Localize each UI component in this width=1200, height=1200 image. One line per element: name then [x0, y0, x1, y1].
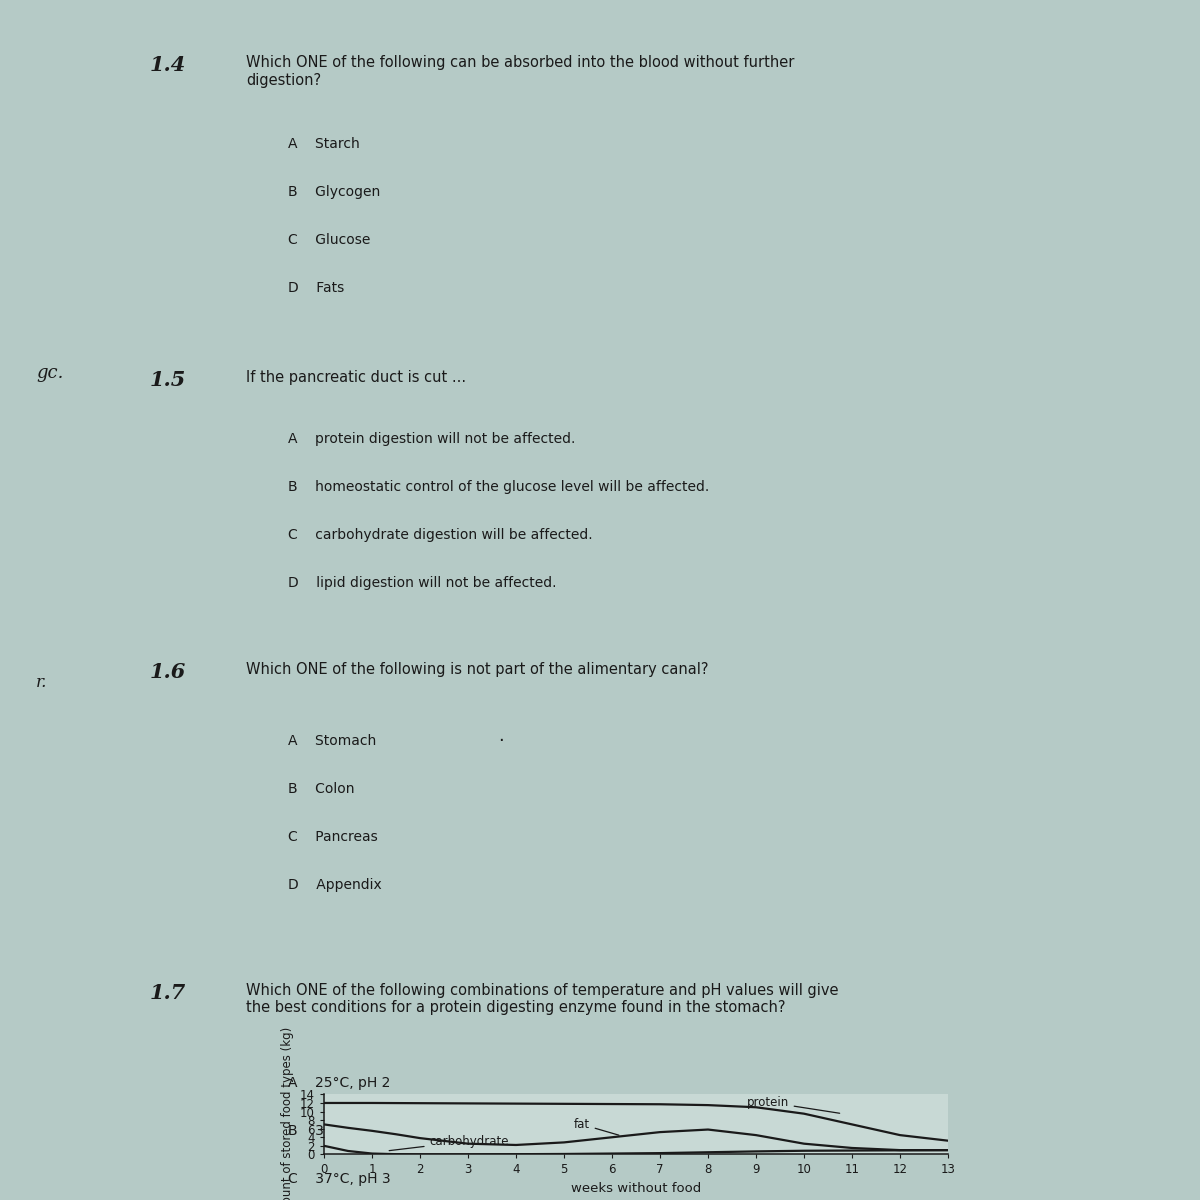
Text: Which ONE of the following can be absorbed into the blood without further
digest: Which ONE of the following can be absorb… — [246, 55, 794, 88]
Text: D    Fats: D Fats — [288, 281, 344, 295]
Text: A    25°C, pH 2: A 25°C, pH 2 — [288, 1076, 390, 1091]
Text: 1.7: 1.7 — [150, 983, 186, 1003]
Text: A    protein digestion will not be affected.: A protein digestion will not be affected… — [288, 432, 575, 446]
Text: D    lipid digestion will not be affected.: D lipid digestion will not be affected. — [288, 576, 557, 590]
Text: fat: fat — [574, 1118, 619, 1135]
Text: 1.5: 1.5 — [150, 370, 186, 390]
Text: B    30°C, pH 5: B 30°C, pH 5 — [288, 1124, 390, 1139]
Y-axis label: amount of stored food types (kg): amount of stored food types (kg) — [282, 1027, 294, 1200]
Text: B    Glycogen: B Glycogen — [288, 185, 380, 199]
Text: If the pancreatic duct is cut ...: If the pancreatic duct is cut ... — [246, 370, 466, 385]
Text: A    Stomach: A Stomach — [288, 734, 377, 749]
Text: carbohydrate: carbohydrate — [389, 1134, 509, 1151]
Text: 1.4: 1.4 — [150, 55, 186, 76]
Text: C    Glucose: C Glucose — [288, 233, 371, 247]
Text: B    homeostatic control of the glucose level will be affected.: B homeostatic control of the glucose lev… — [288, 480, 709, 494]
Text: r.: r. — [36, 674, 47, 691]
Text: C    Pancreas: C Pancreas — [288, 830, 378, 845]
Text: Which ONE of the following combinations of temperature and pH values will give
t: Which ONE of the following combinations … — [246, 983, 839, 1015]
Text: protein: protein — [746, 1096, 840, 1114]
Text: Which ONE of the following is not part of the alimentary canal?: Which ONE of the following is not part o… — [246, 662, 708, 678]
Text: gc.: gc. — [36, 364, 64, 382]
Text: C    37°C, pH 3: C 37°C, pH 3 — [288, 1172, 391, 1187]
Text: C    carbohydrate digestion will be affected.: C carbohydrate digestion will be affecte… — [288, 528, 593, 542]
Text: ·: · — [498, 732, 504, 750]
X-axis label: weeks without food: weeks without food — [571, 1182, 701, 1195]
Text: 1.6: 1.6 — [150, 662, 186, 683]
Text: B    Colon: B Colon — [288, 782, 354, 797]
Text: A    Starch: A Starch — [288, 137, 360, 151]
Text: D    Appendix: D Appendix — [288, 878, 382, 893]
